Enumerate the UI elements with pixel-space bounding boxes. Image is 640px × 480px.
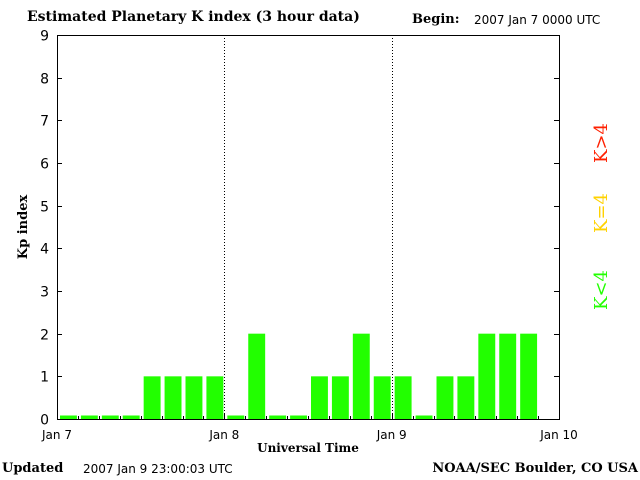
- plot-frame: [57, 35, 560, 420]
- y-axis-label: Kp index: [16, 195, 31, 260]
- y-tick-label: 2: [40, 328, 49, 344]
- x-axis-label: Universal Time: [257, 441, 359, 455]
- legend-item: K=4: [591, 193, 612, 233]
- begin-value: 2007 Jan 7 0000 UTC: [474, 13, 601, 27]
- kp-bar: [436, 376, 454, 419]
- y-tick-label: 7: [40, 114, 49, 130]
- kp-bar: [101, 415, 119, 419]
- plot-area: 0 1 2 3 4 5 6 7 8 9 Jan 7 Jan 8 Jan 9 Jan 10: [40, 29, 578, 443]
- kp-bar: [373, 376, 391, 419]
- kp-bar: [415, 415, 433, 419]
- kp-bar: [311, 376, 328, 419]
- y-tick-label: 4: [40, 242, 49, 258]
- kp-bar: [499, 333, 517, 419]
- kp-bar: [269, 415, 287, 419]
- chart-title: Estimated Planetary K index (3 hour data…: [27, 9, 360, 25]
- kp-bar: [248, 333, 266, 419]
- updated-label: Updated: [2, 461, 64, 476]
- x-tick-label: Jan 10: [539, 428, 578, 442]
- x-tick-label: Jan 9: [376, 428, 407, 442]
- kp-bar: [122, 415, 140, 419]
- y-tick-label: 0: [40, 413, 49, 429]
- legend-item: K<4: [591, 270, 612, 310]
- kp-bar: [290, 415, 307, 419]
- legend-item: K>4: [591, 123, 612, 163]
- kp-bar: [60, 415, 77, 419]
- updated-value: 2007 Jan 9 23:00:03 UTC: [83, 462, 233, 476]
- kp-bar: [457, 376, 475, 419]
- kp-bar: [80, 415, 98, 419]
- kp-bar: [394, 376, 412, 419]
- kp-bar: [164, 376, 182, 419]
- kp-bar: [478, 333, 496, 419]
- kp-bar: [520, 333, 538, 419]
- kp-bar: [331, 376, 349, 419]
- x-tick-label: Jan 8: [208, 428, 239, 442]
- y-tick-label: 3: [40, 285, 49, 301]
- y-tick-label: 6: [40, 157, 49, 173]
- kp-bar: [143, 376, 161, 419]
- legend: K>4 K=4 K<4: [591, 123, 612, 310]
- kp-bar: [227, 415, 245, 419]
- kp-bar: [206, 376, 224, 419]
- kp-bar: [185, 376, 203, 419]
- kp-bar: [352, 333, 370, 419]
- source-credit: NOAA/SEC Boulder, CO USA: [432, 461, 638, 476]
- x-tick-label: Jan 7: [41, 428, 72, 442]
- y-tick-label: 8: [40, 72, 49, 88]
- y-tick-label: 5: [40, 200, 49, 216]
- y-tick-label: 1: [40, 370, 49, 386]
- y-tick-label: 9: [40, 29, 49, 45]
- begin-label: Begin:: [412, 12, 460, 27]
